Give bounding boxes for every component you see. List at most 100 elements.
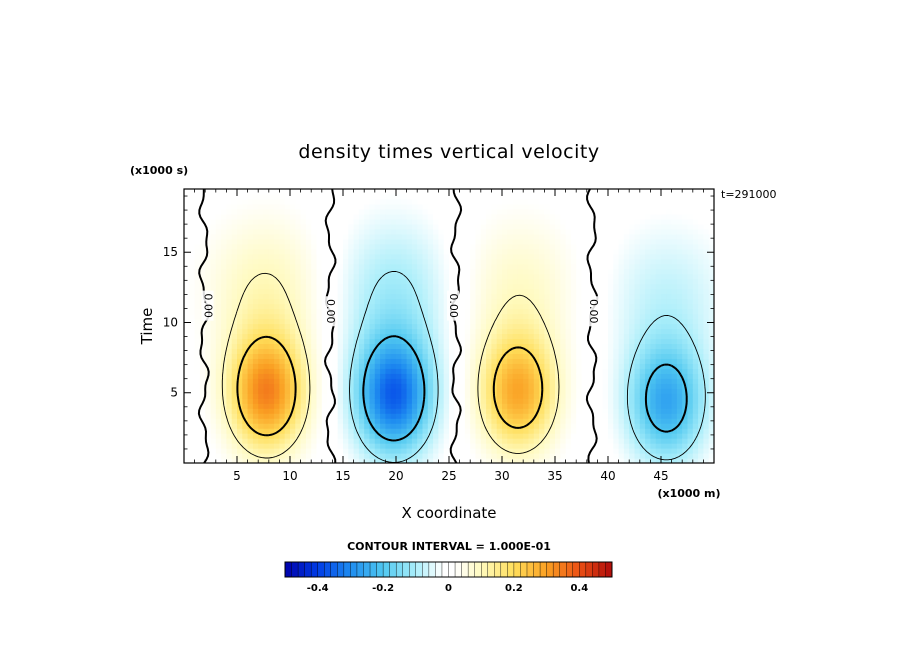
field-cell xyxy=(512,378,519,384)
field-cell xyxy=(268,248,275,255)
field-cell xyxy=(618,343,625,350)
field-cell xyxy=(449,408,455,414)
field-cell xyxy=(433,303,439,310)
field-cell xyxy=(523,338,530,345)
field-cell xyxy=(613,428,620,434)
field-cell xyxy=(369,263,376,270)
field-cell xyxy=(581,368,588,374)
field-cell xyxy=(645,303,651,310)
field-cell xyxy=(221,458,227,463)
field-cell xyxy=(252,238,259,245)
field-cell xyxy=(438,198,445,205)
field-cell xyxy=(597,363,604,369)
field-cell xyxy=(613,433,620,439)
field-cell xyxy=(475,189,482,195)
field-cell xyxy=(343,263,349,270)
field-cell xyxy=(247,433,254,439)
field-cell xyxy=(592,338,598,345)
field-cell xyxy=(655,228,662,235)
field-cell xyxy=(528,308,535,315)
field-cell xyxy=(470,408,477,414)
field-cell xyxy=(581,243,588,250)
field-cell xyxy=(210,318,217,325)
field-cell xyxy=(401,393,408,399)
field-cell xyxy=(374,323,381,330)
field-cell xyxy=(215,283,222,290)
field-cell xyxy=(215,393,222,399)
field-cell xyxy=(327,203,333,210)
field-cell xyxy=(623,368,630,374)
field-cell xyxy=(210,193,217,200)
field-cell xyxy=(385,323,392,330)
field-cell xyxy=(411,208,418,215)
field-cell xyxy=(390,298,397,305)
field-cell xyxy=(650,308,657,315)
field-cell xyxy=(327,438,333,444)
field-cell xyxy=(486,323,492,330)
field-cell xyxy=(242,238,249,245)
field-cell xyxy=(586,288,593,295)
field-cell xyxy=(438,348,445,354)
field-cell xyxy=(258,428,265,434)
field-cell xyxy=(221,198,227,205)
field-cell xyxy=(210,218,217,225)
field-cell xyxy=(231,343,238,350)
field-cell xyxy=(237,378,243,384)
field-cell xyxy=(549,328,556,335)
field-cell xyxy=(226,203,233,210)
field-cell xyxy=(221,288,227,295)
field-cell xyxy=(199,433,206,439)
field-cell xyxy=(268,358,275,364)
field-cell xyxy=(327,328,333,335)
field-cell xyxy=(528,393,535,399)
field-cell xyxy=(502,398,508,404)
field-cell xyxy=(327,189,333,195)
field-cell xyxy=(592,278,598,285)
field-cell xyxy=(279,433,286,439)
field-cell xyxy=(655,333,662,340)
field-cell xyxy=(454,373,461,379)
field-cell xyxy=(634,418,641,424)
field-cell xyxy=(380,408,386,414)
field-cell xyxy=(470,353,477,359)
field-cell xyxy=(327,288,333,295)
field-cell xyxy=(613,203,620,210)
field-cell xyxy=(194,338,201,345)
field-cell xyxy=(215,418,222,424)
field-cell xyxy=(237,263,243,270)
field-cell xyxy=(454,328,461,335)
field-cell xyxy=(300,213,307,220)
field-cell xyxy=(258,293,265,300)
field-cell xyxy=(358,273,365,280)
field-cell xyxy=(295,213,302,220)
field-cell xyxy=(258,373,265,379)
field-cell xyxy=(380,443,386,449)
field-cell xyxy=(549,398,556,404)
field-cell xyxy=(645,238,651,245)
field-cell xyxy=(581,443,588,449)
field-cell xyxy=(629,258,636,265)
field-cell xyxy=(300,343,307,350)
field-cell xyxy=(597,323,604,330)
field-cell xyxy=(645,353,651,359)
field-cell xyxy=(661,333,667,340)
field-cell xyxy=(597,433,604,439)
field-cell xyxy=(226,193,233,200)
field-cell xyxy=(433,328,439,335)
field-cell xyxy=(512,353,519,359)
field-cell xyxy=(443,328,450,335)
field-cell xyxy=(348,353,355,359)
field-cell xyxy=(205,393,212,399)
field-cell xyxy=(311,353,318,359)
field-cell xyxy=(385,233,392,240)
field-cell xyxy=(348,383,355,389)
field-cell xyxy=(411,303,418,310)
field-cell xyxy=(316,338,323,345)
field-cell xyxy=(210,388,217,394)
field-cell xyxy=(464,433,471,439)
field-cell xyxy=(321,258,328,265)
field-cell xyxy=(316,378,323,384)
field-cell xyxy=(639,228,646,235)
field-cell xyxy=(385,268,392,275)
field-cell xyxy=(544,268,551,275)
